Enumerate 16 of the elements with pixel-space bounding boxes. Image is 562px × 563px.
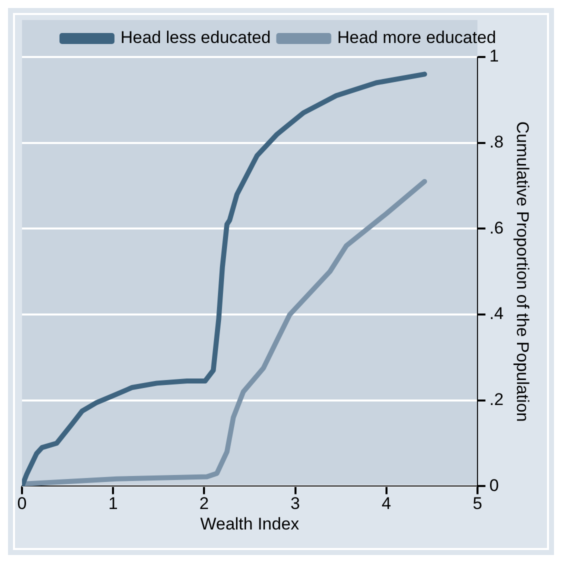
y-tick-label: .8 [489, 132, 504, 152]
y-tick-label: .6 [489, 218, 504, 238]
y-tick-label: .4 [489, 304, 504, 324]
x-axis-title: Wealth Index [200, 514, 300, 534]
y-tick-label: 1 [489, 46, 499, 66]
y-axis-title: Cumulative Proportion of the Population [513, 121, 532, 422]
legend-label: Head more educated [337, 28, 496, 48]
x-tick-label: 4 [382, 494, 392, 514]
x-tick-label: 2 [199, 494, 209, 514]
y-tick-label: .2 [489, 390, 504, 410]
x-tick-label: 3 [290, 494, 300, 514]
x-tick-label: 5 [472, 494, 482, 514]
legend-label: Head less educated [120, 28, 271, 48]
x-tick-label: 1 [108, 494, 118, 514]
y-tick-label: 0 [489, 476, 499, 495]
x-tick-label: 0 [17, 494, 27, 514]
